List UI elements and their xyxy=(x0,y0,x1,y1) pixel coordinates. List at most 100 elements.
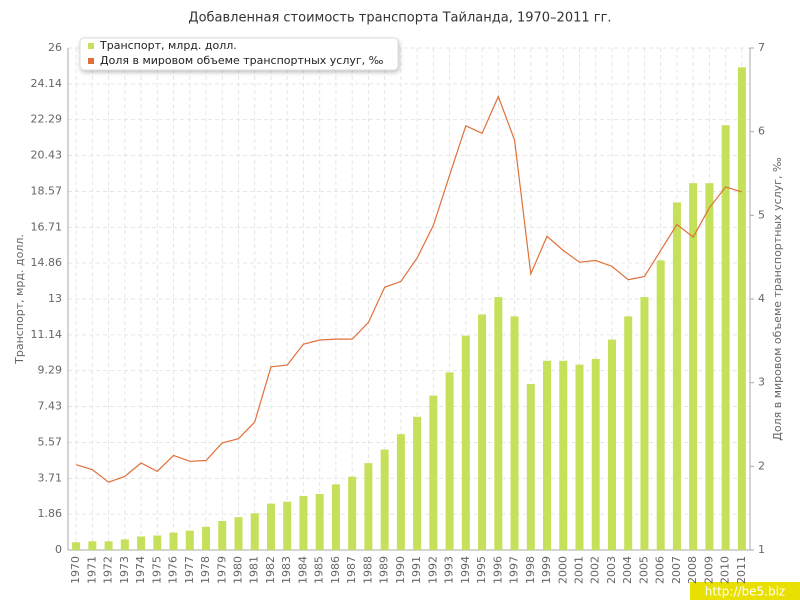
bar xyxy=(185,530,194,550)
x-tick-label: 2010 xyxy=(719,556,732,584)
y2-tick-label: 2 xyxy=(758,459,765,472)
bar xyxy=(640,297,649,550)
y-tick-label: 14.86 xyxy=(31,256,63,269)
x-tick-label: 2008 xyxy=(686,556,699,584)
x-tick-label: 1973 xyxy=(118,556,131,584)
x-tick-label: 2009 xyxy=(702,556,715,584)
bar xyxy=(234,517,243,550)
bar xyxy=(202,526,211,550)
x-tick-label: 2000 xyxy=(556,556,569,584)
legend-swatch xyxy=(88,43,94,49)
bar xyxy=(526,383,535,550)
y2-axis-title: Доля в мировом объеме транспортных услуг… xyxy=(771,157,784,441)
bar xyxy=(169,532,178,550)
bar xyxy=(299,495,308,550)
x-tick-label: 2001 xyxy=(573,556,586,584)
y2-tick-label: 4 xyxy=(758,292,765,305)
y2-tick-label: 5 xyxy=(758,208,765,221)
x-tick-label: 1991 xyxy=(410,556,423,584)
x-tick-label: 1975 xyxy=(150,556,163,584)
bar xyxy=(218,521,227,550)
x-tick-label: 1971 xyxy=(85,556,98,584)
x-tick-label: 2003 xyxy=(605,556,618,584)
bar xyxy=(364,463,373,550)
x-tick-label: 1998 xyxy=(524,556,537,584)
bar xyxy=(510,316,519,550)
y-tick-label: 3.71 xyxy=(38,471,63,484)
bar xyxy=(607,339,616,550)
y-tick-label: 0 xyxy=(55,543,62,556)
bar xyxy=(283,501,292,550)
x-tick-label: 2007 xyxy=(670,556,683,584)
bar xyxy=(494,297,503,550)
bar xyxy=(705,183,714,550)
x-tick-label: 1985 xyxy=(313,556,326,584)
x-tick-label: 1986 xyxy=(329,556,342,584)
x-tick-label: 1990 xyxy=(394,556,407,584)
x-tick-label: 1993 xyxy=(443,556,456,584)
watermark: http://be5.biz xyxy=(705,585,785,599)
y-tick-label: 5.57 xyxy=(38,435,63,448)
x-tick-label: 1983 xyxy=(280,556,293,584)
bar xyxy=(672,202,681,550)
x-tick-label: 1978 xyxy=(199,556,212,584)
bar xyxy=(478,314,487,550)
legend-label: Доля в мировом объеме транспортных услуг… xyxy=(100,54,384,67)
watermark-bg xyxy=(690,582,800,600)
x-tick-label: 1984 xyxy=(296,556,309,584)
x-tick-label: 1992 xyxy=(426,556,439,584)
line xyxy=(75,94,743,483)
x-tick-label: 1977 xyxy=(183,556,196,584)
x-tick-label: 1976 xyxy=(167,556,180,584)
x-tick-label: 2011 xyxy=(735,556,748,584)
bar xyxy=(624,316,633,550)
x-tick-label: 1979 xyxy=(215,556,228,584)
y-tick-label: 13 xyxy=(48,292,62,305)
y-tick-label: 16.71 xyxy=(31,220,63,233)
bar xyxy=(266,503,275,550)
x-tick-label: 1989 xyxy=(378,556,391,584)
x-tick-label: 1972 xyxy=(102,556,115,584)
x-tick-label: 2006 xyxy=(654,556,667,584)
y-axis-title: Транспорт, мрд. долл. xyxy=(13,234,26,365)
y-tick-label: 7.43 xyxy=(38,400,63,413)
x-tick-label: 1995 xyxy=(475,556,488,584)
bar xyxy=(445,372,454,550)
x-tick-label: 1982 xyxy=(264,556,277,584)
bar xyxy=(461,335,470,550)
bar xyxy=(88,541,97,550)
y-tick-label: 22.29 xyxy=(31,113,63,126)
bar xyxy=(721,125,730,550)
x-tick-label: 1999 xyxy=(540,556,553,584)
legend-swatch xyxy=(88,58,94,64)
y-tick-label: 24.14 xyxy=(31,77,63,90)
y-tick-label: 1.86 xyxy=(38,507,63,520)
bar xyxy=(315,494,324,550)
bar xyxy=(380,449,389,550)
y-tick-label: 11.14 xyxy=(31,328,63,341)
bar xyxy=(689,183,698,550)
legend-label: Транспорт, млрд. долл. xyxy=(99,39,237,52)
bar xyxy=(737,67,746,551)
bar xyxy=(72,542,81,550)
bar xyxy=(137,536,146,550)
bar xyxy=(120,539,129,550)
x-tick-label: 1970 xyxy=(69,556,82,584)
bar xyxy=(543,360,552,550)
bar xyxy=(153,535,162,550)
legend-box xyxy=(79,37,399,71)
x-tick-label: 1997 xyxy=(508,556,521,584)
y-tick-label: 18.57 xyxy=(31,184,63,197)
x-tick-label: 1994 xyxy=(459,556,472,584)
y-tick-label: 9.29 xyxy=(38,364,63,377)
bar xyxy=(656,260,665,550)
x-tick-label: 1988 xyxy=(361,556,374,584)
bar xyxy=(104,541,113,550)
y-tick-label: 20.43 xyxy=(31,149,63,162)
x-tick-label: 2002 xyxy=(589,556,602,584)
bar xyxy=(250,513,259,550)
bar xyxy=(413,416,422,550)
x-tick-label: 2004 xyxy=(621,556,634,584)
bar xyxy=(575,364,584,550)
